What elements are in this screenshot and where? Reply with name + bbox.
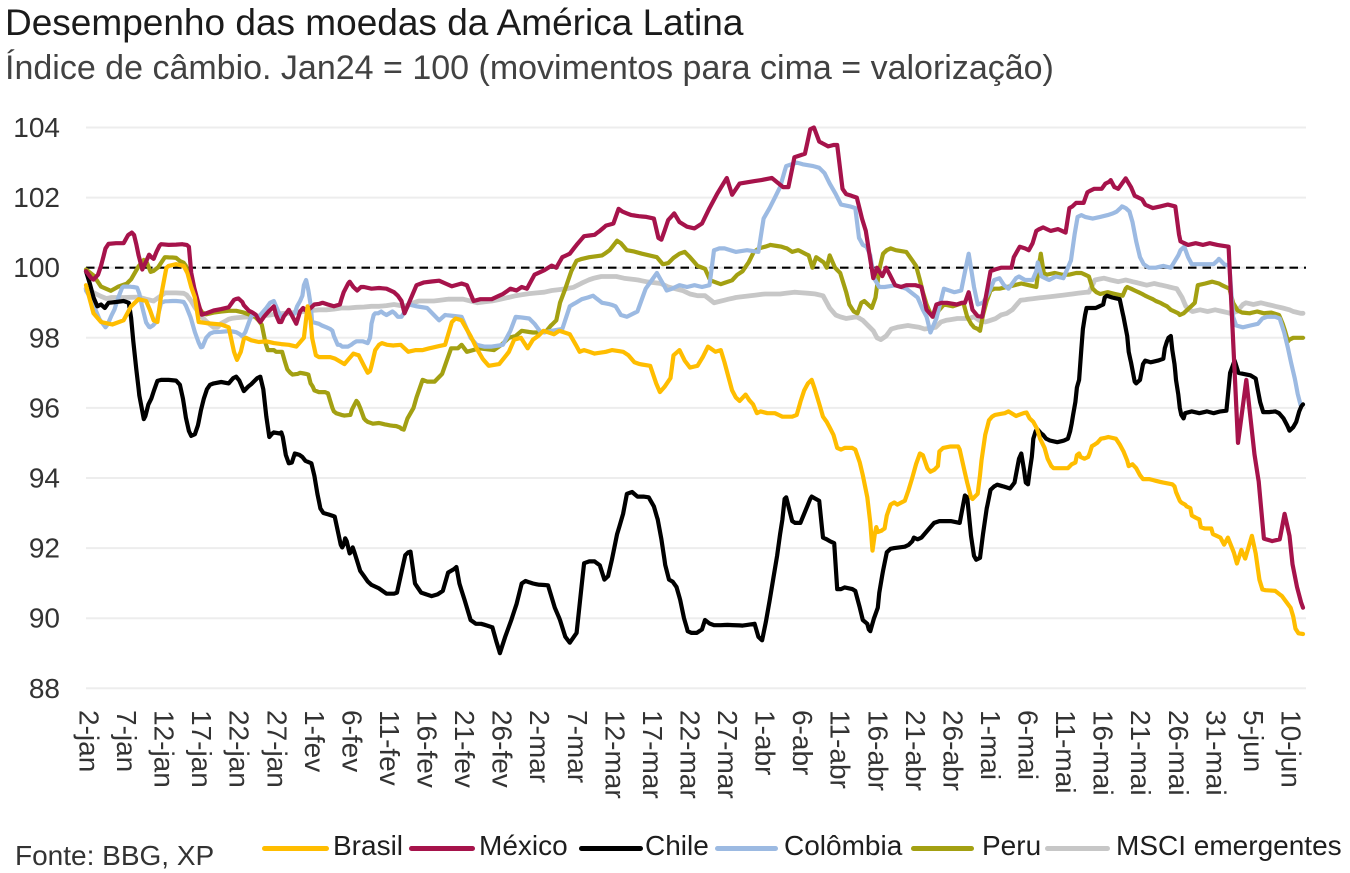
svg-text:27-mar: 27-mar	[712, 710, 743, 799]
svg-text:6-mai: 6-mai	[1013, 710, 1044, 780]
svg-text:22-mar: 22-mar	[675, 710, 706, 799]
svg-text:12-mar: 12-mar	[599, 710, 630, 799]
svg-text:94: 94	[29, 463, 60, 494]
svg-text:2-mar: 2-mar	[524, 710, 555, 783]
svg-text:21-mai: 21-mai	[1125, 710, 1156, 796]
svg-text:16-fev: 16-fev	[412, 710, 443, 788]
svg-text:88: 88	[29, 673, 60, 704]
svg-text:6-abr: 6-abr	[787, 710, 818, 775]
svg-text:17-mar: 17-mar	[637, 710, 668, 799]
svg-text:26-mai: 26-mai	[1163, 710, 1194, 796]
svg-text:1-mai: 1-mai	[975, 710, 1006, 780]
svg-text:11-fev: 11-fev	[374, 710, 405, 786]
svg-text:31-mai: 31-mai	[1200, 710, 1231, 796]
svg-text:17-jan: 17-jan	[186, 710, 217, 788]
svg-text:12-jan: 12-jan	[149, 710, 180, 788]
svg-text:96: 96	[29, 392, 60, 423]
svg-text:1-abr: 1-abr	[750, 710, 781, 775]
svg-text:22-jan: 22-jan	[224, 710, 255, 788]
svg-text:92: 92	[29, 533, 60, 564]
svg-text:104: 104	[13, 112, 60, 143]
svg-text:1-fev: 1-fev	[299, 710, 330, 772]
svg-text:11-abr: 11-abr	[825, 710, 856, 789]
svg-text:100: 100	[13, 252, 60, 283]
svg-text:11-mai: 11-mai	[1050, 710, 1081, 794]
svg-text:102: 102	[13, 182, 60, 213]
svg-text:21-fev: 21-fev	[449, 710, 480, 788]
svg-text:27-jan: 27-jan	[261, 710, 292, 788]
svg-text:2-jan: 2-jan	[74, 710, 105, 772]
svg-text:26-abr: 26-abr	[937, 710, 968, 791]
svg-text:26-fev: 26-fev	[487, 710, 518, 788]
svg-text:6-fev: 6-fev	[336, 710, 367, 772]
svg-text:7-jan: 7-jan	[111, 710, 142, 772]
svg-text:10-jun: 10-jun	[1276, 710, 1307, 788]
svg-text:98: 98	[29, 322, 60, 353]
svg-text:5-jun: 5-jun	[1238, 710, 1269, 772]
svg-text:16-abr: 16-abr	[862, 710, 893, 791]
svg-text:16-mai: 16-mai	[1088, 710, 1119, 796]
svg-text:21-abr: 21-abr	[900, 710, 931, 791]
svg-text:7-mar: 7-mar	[562, 710, 593, 783]
svg-text:90: 90	[29, 603, 60, 634]
